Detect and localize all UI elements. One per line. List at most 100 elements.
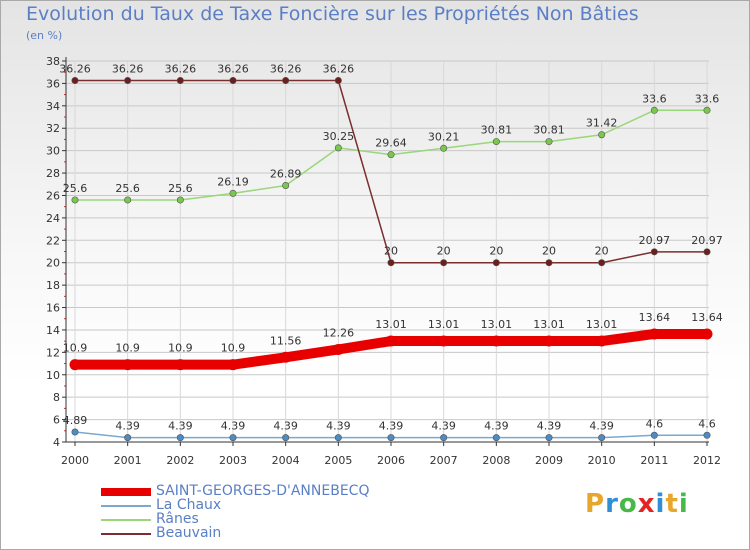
data-label: 10.9 [115,342,140,355]
x-tick-label: 2008 [482,454,510,467]
data-point [124,196,132,204]
data-label: 29.64 [375,137,407,150]
data-label: 30.81 [533,124,565,137]
data-label: 25.6 [168,182,193,195]
x-tick-label: 2004 [272,454,300,467]
data-label: 13.01 [375,318,407,331]
data-point [492,259,500,267]
x-tick-label: 2012 [693,454,721,467]
data-label: 12.26 [323,326,355,339]
chart-title: Evolution du Taux de Taxe Foncière sur l… [26,3,639,25]
data-label: 20 [595,245,609,258]
y-tick-label: 24 [46,212,60,225]
data-point [176,434,184,442]
legend-label: La Chaux [156,497,222,513]
y-tick-label: 30 [46,145,60,158]
data-point [545,434,553,442]
data-label: 20.97 [691,234,723,247]
data-point [124,76,132,84]
data-label: 10.9 [63,342,88,355]
brand-logo-letter: i [678,489,689,519]
data-point [703,106,711,114]
data-point [492,138,500,146]
data-point [703,248,711,256]
x-tick-label: 2005 [324,454,352,467]
y-tick-label: 14 [46,324,60,337]
x-tick-label: 2002 [166,454,194,467]
y-tick-label: 18 [46,279,60,292]
data-label: 4.39 [379,420,404,433]
data-label: 4.6 [698,417,716,430]
legend-swatch [101,488,151,496]
legend-swatch [101,533,151,535]
data-label: 36.26 [59,62,91,75]
data-point [334,76,342,84]
brand-logo-letter: o [618,489,638,519]
data-label: 4.39 [168,420,193,433]
data-label: 26.19 [217,175,249,188]
data-point [492,434,500,442]
data-label: 36.26 [323,62,355,75]
data-label: 20 [542,245,556,258]
brand-logo: Proxiti [585,489,689,519]
data-point [438,335,450,347]
data-label: 36.26 [217,62,249,75]
y-tick-label: 36 [46,77,60,90]
data-label: 36.26 [270,62,302,75]
data-point [598,434,606,442]
data-label: 4.39 [273,420,298,433]
legend-swatch [101,519,151,521]
data-label: 13.01 [428,318,460,331]
brand-logo-letter: t [665,489,679,519]
data-label: 13.64 [691,311,723,324]
data-point [282,76,290,84]
data-point [229,76,237,84]
data-label: 4.89 [63,414,88,427]
data-label: 4.6 [646,417,664,430]
data-point [545,259,553,267]
data-point [387,259,395,267]
data-label: 30.21 [428,130,460,143]
y-tick-label: 16 [46,302,60,315]
data-label: 20 [489,245,503,258]
data-point [650,248,658,256]
data-point [545,138,553,146]
x-tick-label: 2007 [430,454,458,467]
data-point [229,434,237,442]
y-tick-label: 20 [46,257,60,270]
data-point [598,259,606,267]
data-point [543,335,555,347]
data-label: 4.39 [537,420,562,433]
y-tick-label: 28 [46,167,60,180]
legend-label: Beauvain [156,525,222,541]
data-point [124,434,132,442]
x-tick-label: 2001 [114,454,142,467]
data-point [440,434,448,442]
data-label: 4.39 [115,420,140,433]
x-tick-label: 2009 [535,454,563,467]
data-point [174,359,186,371]
data-label: 10.9 [168,342,193,355]
x-tick-label: 2010 [588,454,616,467]
data-label: 20.97 [639,234,671,247]
data-point [71,196,79,204]
data-point [71,428,79,436]
y-tick-label: 6 [53,414,60,427]
data-point [282,181,290,189]
data-point [334,434,342,442]
data-label: 13.64 [639,311,671,324]
data-point [280,351,292,363]
data-point [69,359,81,371]
data-point [387,434,395,442]
data-label: 30.25 [323,130,355,143]
y-tick-label: 34 [46,100,60,113]
data-point [648,328,660,340]
data-point [596,335,608,347]
data-label: 4.39 [221,420,246,433]
x-tick-label: 2000 [61,454,89,467]
legend-swatch [101,505,151,507]
data-label: 13.01 [586,318,618,331]
data-label: 25.6 [115,182,140,195]
y-tick-label: 10 [46,369,60,382]
y-axis-unit: (en %) [26,29,63,42]
